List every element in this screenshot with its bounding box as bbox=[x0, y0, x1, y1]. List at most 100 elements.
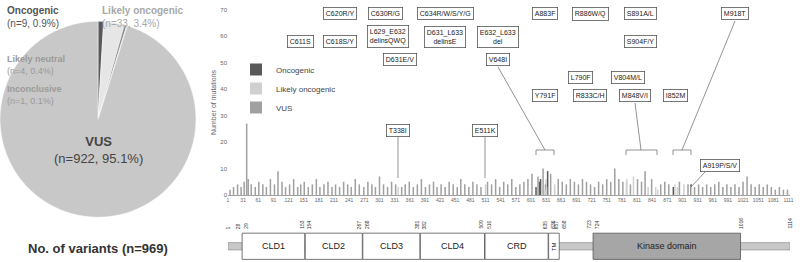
svg-text:C634R/W/S/Y/G: C634R/W/S/Y/G bbox=[420, 10, 471, 17]
svg-text:Y791F: Y791F bbox=[535, 92, 556, 99]
svg-text:661: 661 bbox=[557, 197, 566, 203]
svg-text:1114: 1114 bbox=[787, 218, 793, 229]
svg-text:181: 181 bbox=[315, 197, 324, 203]
svg-text:Number of mutations: Number of mutations bbox=[210, 69, 217, 134]
svg-text:636: 636 bbox=[550, 220, 556, 229]
svg-text:635: 635 bbox=[542, 221, 548, 230]
svg-text:211: 211 bbox=[330, 197, 338, 203]
svg-text:361: 361 bbox=[406, 197, 415, 203]
svg-text:10: 10 bbox=[220, 166, 227, 172]
svg-text:Oncogenic(n=9, 0.9%): Oncogenic(n=9, 0.9%) bbox=[7, 5, 59, 29]
svg-text:I852M: I852M bbox=[666, 92, 686, 99]
svg-text:657: 657 bbox=[553, 221, 559, 230]
svg-text:301: 301 bbox=[375, 197, 384, 203]
svg-text:Likely oncogenic: Likely oncogenic bbox=[276, 85, 335, 94]
svg-text:Kinase domain: Kinase domain bbox=[637, 241, 697, 251]
svg-text:91: 91 bbox=[271, 197, 277, 203]
svg-text:267: 267 bbox=[356, 221, 362, 230]
svg-text:VUS: VUS bbox=[276, 104, 292, 113]
svg-text:271: 271 bbox=[360, 197, 369, 203]
svg-text:724: 724 bbox=[594, 221, 600, 230]
svg-text:601: 601 bbox=[527, 197, 536, 203]
svg-text:CRD: CRD bbox=[507, 241, 527, 251]
svg-text:382: 382 bbox=[421, 221, 427, 230]
svg-text:A919P/S/V: A919P/S/V bbox=[703, 162, 738, 169]
svg-text:691: 691 bbox=[572, 197, 581, 203]
svg-text:R886W/Q: R886W/Q bbox=[575, 10, 606, 18]
svg-text:L790F: L790F bbox=[571, 74, 591, 81]
svg-text:421: 421 bbox=[436, 197, 445, 203]
svg-text:60: 60 bbox=[220, 33, 227, 39]
svg-text:C618S/Y: C618S/Y bbox=[326, 38, 354, 45]
svg-text:CLD4: CLD4 bbox=[441, 241, 464, 251]
svg-text:991: 991 bbox=[724, 197, 733, 203]
svg-text:571: 571 bbox=[512, 197, 521, 203]
svg-text:931: 931 bbox=[693, 197, 702, 203]
svg-text:901: 901 bbox=[678, 197, 687, 203]
svg-text:V804M/L: V804M/L bbox=[614, 74, 642, 81]
svg-text:871: 871 bbox=[663, 197, 672, 203]
svg-text:61: 61 bbox=[256, 197, 262, 203]
svg-text:331: 331 bbox=[390, 197, 399, 203]
svg-text:CLD3: CLD3 bbox=[380, 241, 403, 251]
svg-text:391: 391 bbox=[421, 197, 430, 203]
svg-text:151: 151 bbox=[300, 197, 309, 203]
svg-text:T338I: T338I bbox=[389, 127, 407, 134]
svg-text:1021: 1021 bbox=[737, 197, 748, 203]
svg-text:30: 30 bbox=[220, 113, 227, 119]
svg-text:31: 31 bbox=[240, 197, 246, 203]
svg-text:R833C/H: R833C/H bbox=[576, 92, 605, 99]
svg-text:381: 381 bbox=[414, 220, 420, 229]
svg-text:CLD2: CLD2 bbox=[322, 241, 345, 251]
svg-text:811: 811 bbox=[633, 197, 641, 203]
svg-text:VUS(n=922, 95.1%): VUS(n=922, 95.1%) bbox=[54, 134, 143, 166]
svg-text:451: 451 bbox=[451, 197, 460, 203]
svg-text:70: 70 bbox=[220, 7, 227, 13]
svg-text:509: 509 bbox=[478, 220, 484, 229]
svg-text:C611S: C611S bbox=[290, 38, 311, 45]
svg-text:L629_E632delinsQWQ: L629_E632delinsQWQ bbox=[370, 28, 406, 45]
svg-text:29: 29 bbox=[243, 223, 249, 229]
svg-text:Likely oncogenic(n=33, 3.4%): Likely oncogenic(n=33, 3.4%) bbox=[102, 5, 184, 29]
svg-text:511: 511 bbox=[482, 197, 490, 203]
svg-text:751: 751 bbox=[603, 197, 612, 203]
svg-text:841: 841 bbox=[648, 197, 657, 203]
svg-text:1016: 1016 bbox=[738, 218, 744, 229]
svg-text:V648I: V648I bbox=[489, 56, 507, 63]
svg-text:781: 781 bbox=[618, 197, 627, 203]
svg-text:TM: TM bbox=[551, 243, 557, 252]
svg-text:1051: 1051 bbox=[753, 197, 764, 203]
svg-text:268: 268 bbox=[364, 220, 370, 229]
svg-text:510: 510 bbox=[486, 221, 492, 230]
svg-text:241: 241 bbox=[345, 197, 354, 203]
svg-text:S891A/L: S891A/L bbox=[627, 10, 654, 17]
svg-text:E511K: E511K bbox=[475, 127, 496, 134]
svg-text:541: 541 bbox=[496, 197, 505, 203]
svg-text:721: 721 bbox=[587, 197, 596, 203]
svg-text:1081: 1081 bbox=[768, 197, 779, 203]
svg-text:E632_L633del: E632_L633del bbox=[480, 29, 516, 45]
svg-text:1111: 1111 bbox=[783, 197, 793, 203]
svg-text:1: 1 bbox=[225, 227, 231, 230]
svg-text:Likely neutral(n=4, 0.4%): Likely neutral(n=4, 0.4%) bbox=[7, 54, 65, 76]
svg-text:M918T: M918T bbox=[724, 10, 747, 17]
svg-text:40: 40 bbox=[220, 86, 227, 92]
svg-text:Oncogenic: Oncogenic bbox=[276, 66, 314, 75]
svg-text:CLD1: CLD1 bbox=[262, 241, 285, 251]
svg-text:961: 961 bbox=[709, 197, 718, 203]
svg-text:28: 28 bbox=[235, 223, 241, 229]
svg-text:A883F: A883F bbox=[535, 10, 556, 17]
svg-text:0: 0 bbox=[224, 192, 228, 198]
svg-text:50: 50 bbox=[220, 60, 227, 66]
svg-text:Inconclusive(n=1, 0.1%): Inconclusive(n=1, 0.1%) bbox=[7, 84, 62, 106]
svg-text:481: 481 bbox=[466, 197, 475, 203]
svg-text:658: 658 bbox=[561, 220, 567, 229]
svg-text:D631_L633delinsE: D631_L633delinsE bbox=[427, 29, 463, 45]
svg-text:1: 1 bbox=[227, 197, 230, 203]
svg-text:No. of variants (n=969): No. of variants (n=969) bbox=[28, 241, 168, 256]
svg-text:154: 154 bbox=[306, 221, 312, 230]
svg-text:153: 153 bbox=[299, 220, 305, 229]
svg-text:121: 121 bbox=[284, 197, 293, 203]
svg-text:C630R/G: C630R/G bbox=[371, 10, 400, 17]
svg-text:631: 631 bbox=[542, 197, 551, 203]
